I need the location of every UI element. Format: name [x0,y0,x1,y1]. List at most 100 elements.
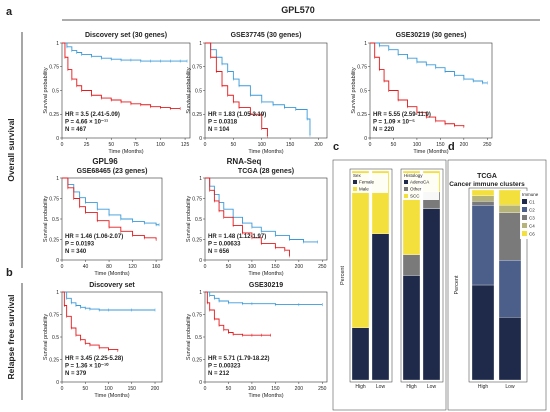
km-annotation-line: N = 104 [208,127,230,133]
km-xtick-label: 100 [258,142,267,148]
rnaseq-label: RNA-Seq [227,157,262,166]
category-label: High [355,384,366,390]
km-ytick-label: 0.25 [192,237,202,243]
legend-label: Other [410,187,422,192]
km-xlabel: Time (Months) [248,149,283,155]
stacked-bar-segment [471,201,495,206]
km-annotation-line: P = 0.00323 [208,364,241,370]
km-xtick-label: 150 [271,386,280,392]
km-ylabel: Survival probability [186,314,192,360]
km-ytick-label: 0.5 [360,88,367,94]
gpl96-label: GPL96 [92,157,118,166]
km-ytick-label: 0.75 [49,196,59,202]
category-label: High [406,384,417,390]
km-title: GSE37745 (30 genes) [231,32,302,39]
stacked-bar-segment [471,284,495,381]
stack-group-2: High Low Histology AdenoCA Other SCC [400,168,444,390]
legend-label: AdenoCA [410,180,429,185]
stacked-bar-segment [498,205,522,213]
panel-letter-c: c [333,141,339,153]
km-xtick-label: 100 [156,142,165,148]
stacked-bar-segment [422,208,441,381]
km-xtick-label: 50 [108,142,114,148]
km-xlabel: Time (Months) [94,271,129,277]
legend-swatch [522,223,527,228]
legend-bg [352,173,388,193]
km-xtick-label: 200 [314,142,323,148]
km-curve-0 [205,291,323,306]
km-ytick-label: 1 [199,176,202,182]
category-label: Low [505,384,515,390]
stacked-bar-segment [371,233,390,381]
panel-d-frame [447,159,547,411]
km-xtick-label: 0 [369,142,372,148]
km-xtick-label: 100 [104,386,113,392]
km-xtick-label: 200 [460,142,469,148]
legend-swatch [353,180,357,184]
km-xtick-label: 250 [483,142,492,148]
panel-c-frame [332,159,447,411]
legend-label: SCC [410,194,420,199]
km-panel-7: GSE30219 0 50 100 150 200 250 0 0.25 0.5 0.75 1 Time… [186,282,328,399]
panel-d-subtitle: Cancer immune clusters [449,181,525,188]
km-xtick-label: 100 [248,264,257,270]
km-xtick-label: 50 [226,386,232,392]
km-ylabel: Survival probability [351,67,357,113]
legend-swatch [404,187,408,191]
panel-c-ylabel: Percent [340,266,346,285]
km-ytick-label: 1 [56,290,59,296]
km-xtick-label: 50 [226,264,232,270]
km-ytick-label: 1 [56,41,59,47]
km-xtick-label: 75 [133,142,139,148]
km-curve-0 [62,291,156,311]
km-annotation-line: N = 467 [65,127,87,133]
km-ytick-label: 0.25 [49,237,59,243]
km-xtick-label: 40 [83,264,89,270]
km-title: GSE30219 [249,282,283,289]
km-annotation-line: HR = 1.83 (1.05-3.19) [208,112,266,118]
stacked-bar-segment [402,254,421,276]
stacked-bar-segment [471,205,495,286]
km-ylabel: Survival probability [43,196,49,242]
km-annotation-line: HR = 3.5 (2.41-5.09) [65,112,120,118]
km-xtick-label: 80 [106,264,112,270]
km-ytick-label: 0.5 [195,217,202,223]
panel-letter-b: b [6,267,13,279]
km-ytick-label: 0 [199,136,202,142]
km-annotation-line: N = 220 [373,127,395,133]
panel-c: Percent High Low Sex Female Male High Low Histol… [332,159,447,411]
km-ytick-label: 0.75 [192,65,202,71]
km-ytick-label: 1 [364,41,367,47]
stacked-bar-segment [498,260,522,318]
stacked-bar-segment [498,189,522,206]
km-ytick-label: 0.5 [52,88,59,94]
panel-letter-a: a [6,6,13,18]
km-annotation-line: HR = 5.71 (1.79-18.22) [208,356,270,362]
km-ytick-label: 0.25 [357,112,367,118]
legend-label: Female [359,180,375,185]
stack-group-frame [349,168,393,383]
legend-swatch [522,215,527,220]
km-annotation-line: HR = 1.46 (1.06-2.07) [65,234,123,240]
km-ytick-label: 0.25 [192,112,202,118]
km-ytick-label: 0 [56,380,59,386]
category-label: Low [427,384,437,390]
legend-title: Immune [522,192,539,197]
stacked-bar-segment [351,327,370,381]
km-ytick-label: 0.5 [195,335,202,341]
km-annotation-line: P = 0.0318 [208,120,238,126]
km-ytick-label: 1 [56,176,59,182]
stacked-bar-segment [402,275,421,381]
km-annotation-line: N = 379 [65,371,87,377]
km-xtick-label: 0 [204,386,207,392]
km-ytick-label: 0.25 [49,357,59,363]
legend-label: C3 [529,216,535,221]
km-ylabel: Survival probability [186,196,192,242]
stacked-bar-segment [471,189,495,196]
km-curve-1 [62,42,181,109]
km-curve-1 [62,291,119,351]
stacked-bar-segment [351,170,370,328]
km-ytick-label: 0.25 [192,357,202,363]
km-xlabel: Time (Months) [108,149,143,155]
